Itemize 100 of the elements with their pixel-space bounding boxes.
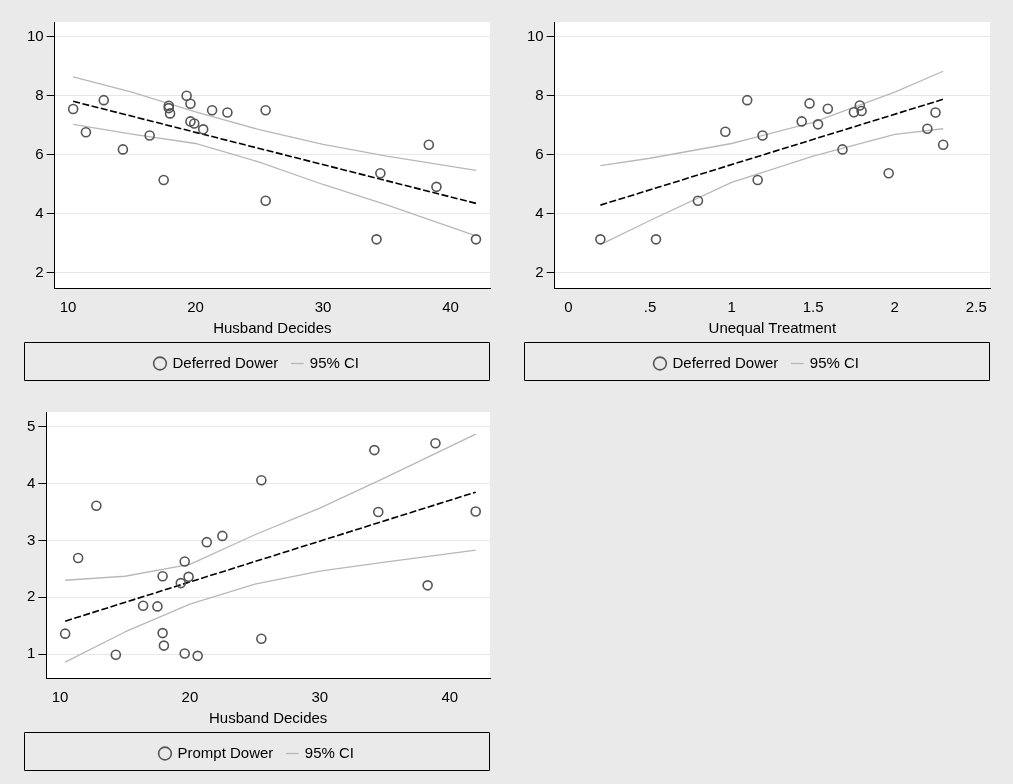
- point: [137, 600, 149, 612]
- point: [179, 556, 190, 567]
- point: [922, 123, 933, 135]
- y-tick-label: 5: [27, 416, 36, 434]
- point: [423, 139, 435, 150]
- point: [375, 167, 386, 179]
- point: [185, 98, 196, 109]
- y-tick-label: 1: [27, 644, 36, 662]
- point: [260, 104, 271, 116]
- point: [470, 234, 482, 245]
- point: [256, 474, 267, 486]
- point: [854, 100, 866, 111]
- point: [804, 98, 815, 109]
- point: [158, 174, 169, 186]
- point: [72, 552, 84, 564]
- y-tick-label: 4: [535, 203, 544, 221]
- point: [260, 195, 271, 207]
- x-tick-label: 20: [181, 688, 199, 706]
- point: [91, 500, 102, 512]
- point: [856, 105, 867, 117]
- x-axis-title: Husband Decides: [208, 709, 328, 727]
- point: [222, 107, 233, 118]
- legend-label: 95% CI: [309, 353, 360, 371]
- point: [67, 103, 79, 115]
- point: [192, 650, 203, 662]
- point: [741, 94, 753, 106]
- point: [720, 126, 731, 137]
- x-tick-label: 40: [442, 298, 459, 316]
- point: [206, 104, 218, 116]
- x-tick-label: 0: [564, 298, 573, 316]
- point: [59, 628, 71, 639]
- point: [201, 536, 213, 548]
- y-tick-label: 8: [535, 85, 544, 103]
- point: [157, 570, 168, 582]
- point: [144, 130, 155, 141]
- x-tick-label: 40: [441, 688, 459, 706]
- y-tick-label: 6: [35, 144, 44, 162]
- point: [470, 506, 482, 517]
- point: [848, 106, 860, 118]
- point: [256, 633, 267, 645]
- y-tick-label: 6: [535, 144, 544, 162]
- point: [98, 94, 110, 106]
- point: [175, 577, 187, 589]
- point: [422, 580, 433, 591]
- point: [152, 601, 163, 612]
- y-tick-label: 8: [35, 85, 44, 103]
- legend-label: 95% CI: [809, 353, 860, 371]
- x-tick-label: 20: [187, 298, 204, 316]
- point: [158, 640, 170, 651]
- x-tick-label: 30: [311, 688, 329, 706]
- point: [752, 174, 763, 186]
- y-tick-label: 2: [35, 262, 44, 280]
- legend-label: 95% CI: [304, 743, 355, 761]
- point: [183, 571, 194, 583]
- legend-label: Deferred Dower: [172, 353, 279, 371]
- point: [181, 90, 192, 102]
- point: [757, 130, 768, 141]
- y-tick-label: 4: [35, 203, 44, 221]
- point: [937, 139, 949, 150]
- y-tick-label: 2: [27, 587, 36, 605]
- y-tick-label: 3: [27, 530, 36, 548]
- point: [595, 234, 606, 245]
- point: [692, 195, 704, 207]
- legend-label: Prompt Dower: [177, 743, 274, 761]
- point: [372, 506, 384, 518]
- y-tick-label: 10: [27, 26, 44, 44]
- x-tick-label: 30: [314, 298, 332, 316]
- point: [650, 234, 662, 245]
- point: [179, 648, 190, 659]
- point: [812, 119, 824, 130]
- point: [431, 181, 442, 193]
- point: [369, 444, 380, 456]
- point: [822, 103, 834, 114]
- x-tick-label: 2: [890, 298, 899, 316]
- x-axis-title: Husband Decides: [213, 319, 332, 337]
- x-tick-label: 10: [59, 298, 77, 316]
- point: [110, 649, 122, 660]
- point: [930, 107, 941, 118]
- point: [185, 116, 196, 127]
- point: [371, 234, 382, 245]
- point: [80, 126, 92, 138]
- point: [157, 627, 168, 639]
- x-tick-label: 1.5: [802, 298, 824, 316]
- y-tick-label: 4: [27, 473, 36, 491]
- y-tick-label: 10: [527, 26, 544, 44]
- x-tick-label: 2.5: [965, 298, 987, 316]
- point: [164, 108, 176, 119]
- point: [430, 437, 441, 449]
- point: [796, 116, 808, 127]
- point: [217, 530, 228, 542]
- point: [188, 118, 200, 129]
- point: [837, 144, 848, 155]
- x-tick-label: .5: [643, 298, 657, 316]
- legend-label: Deferred Dower: [672, 353, 779, 371]
- y-tick-label: 2: [535, 262, 544, 280]
- point: [117, 144, 129, 155]
- x-tick-label: 1: [727, 298, 736, 316]
- point: [197, 124, 209, 135]
- x-axis-title: Unequal Treatment: [708, 319, 837, 337]
- x-tick-label: 10: [51, 688, 69, 706]
